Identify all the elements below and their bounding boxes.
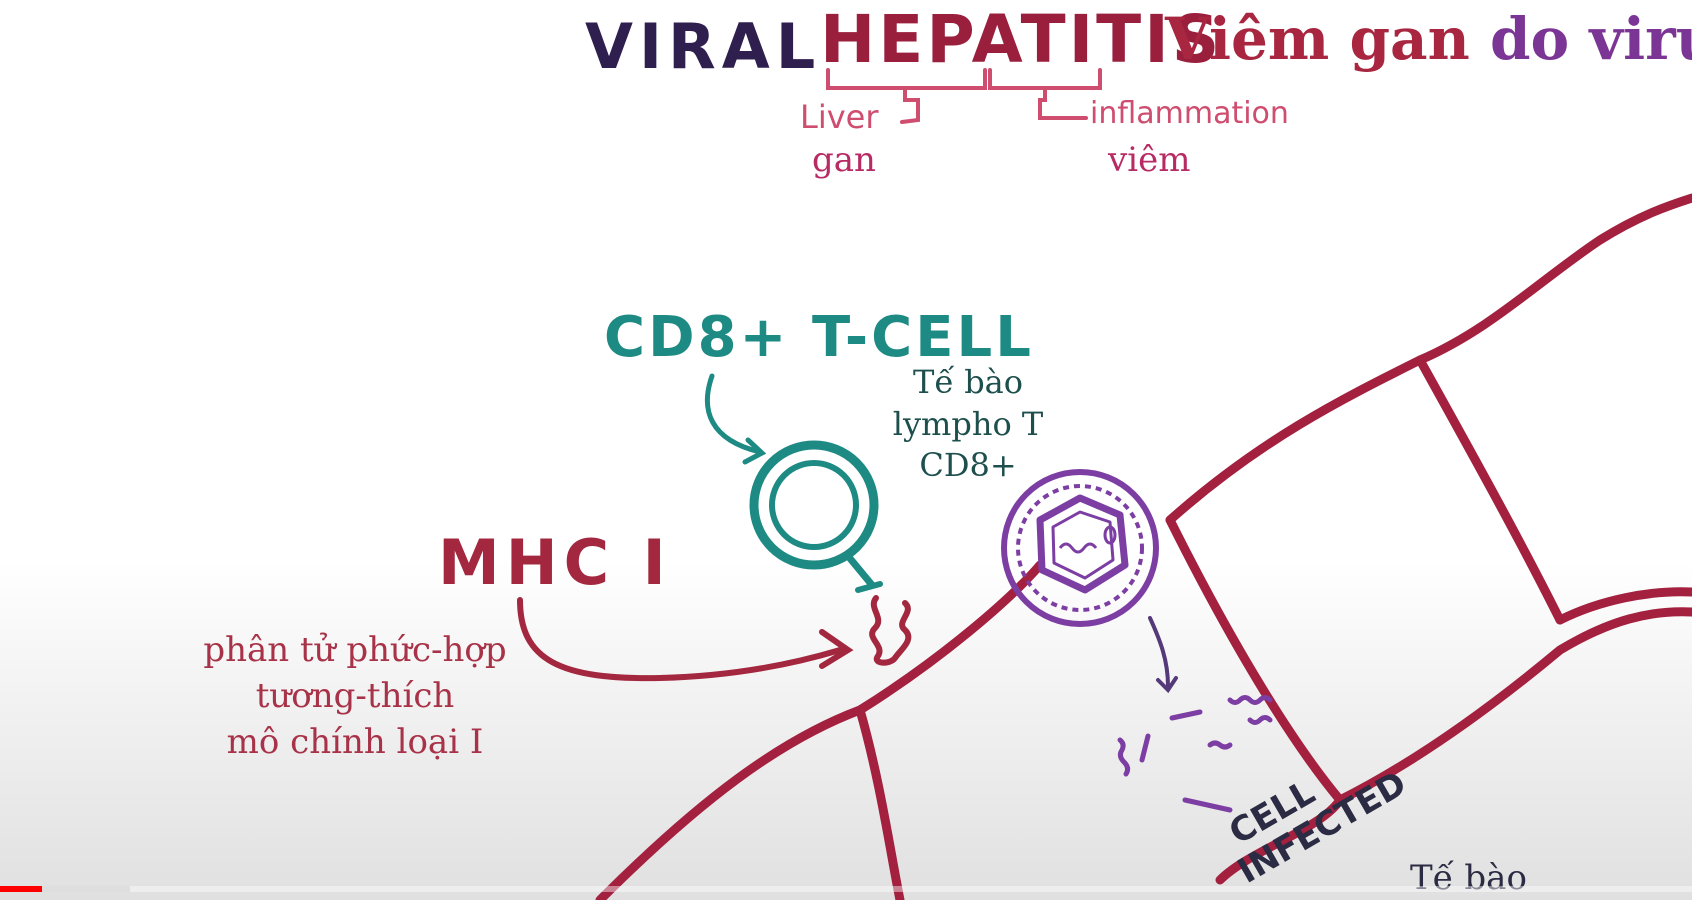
cell-wall-inner	[1335, 607, 1692, 805]
progress-played	[0, 886, 43, 892]
tcell-icon	[749, 440, 883, 593]
cell-membrane-upper	[1165, 193, 1692, 525]
title-vn-part1: Viêm gan	[1165, 5, 1470, 73]
mhc-vn-line2: tương-thích	[255, 675, 455, 716]
virus-entry-arrowhead	[1156, 676, 1178, 694]
tcell-vn-line1: Tế bào	[912, 363, 1024, 401]
video-progress-bar[interactable]	[0, 886, 1692, 892]
cell-infected-label: CELL INFECTED	[1223, 763, 1414, 891]
mhc-arrowhead	[819, 629, 854, 669]
tcell-label: CD8+ T-CELL	[604, 305, 1034, 370]
mhc-vn-line1: phân tử phức-hợp	[203, 630, 507, 670]
cell-wall-right	[1415, 355, 1565, 625]
cell-walls	[595, 193, 1692, 900]
title-hepatitis: HEPATITIS	[820, 1, 1222, 78]
virus-entry-arrow	[1148, 616, 1170, 688]
viem-subtitle: viêm	[1108, 140, 1191, 180]
mhc-molecule-icon	[869, 595, 912, 666]
liver-annotation: Liver	[800, 98, 879, 136]
mhc-vn-line3: mô chính loại I	[226, 721, 484, 762]
title-vietnamese: Viêm gan do virus	[1165, 6, 1692, 73]
cell-wall-far-right	[1555, 587, 1692, 625]
inflammation-annotation: inflammation	[1090, 96, 1289, 131]
mhc-vietnamese-caption: phân tử phức-hợp tương-thích mô chính lo…	[160, 628, 550, 766]
tcell-vn-line2: lympho T	[892, 404, 1044, 443]
viral-fragments	[1117, 695, 1273, 813]
cell-vietnamese-caption: Tế bào	[1410, 858, 1527, 898]
tcell-vietnamese-caption: Tế bào lympho T CD8+	[855, 362, 1081, 487]
title-vn-part2: do virus	[1489, 5, 1692, 73]
mhc-label: MHC I	[438, 526, 672, 599]
tcell-arrow	[704, 373, 763, 455]
cell-wall-left-lower	[855, 705, 905, 900]
virus-icon	[1001, 469, 1159, 627]
mhc-arrow	[517, 597, 843, 682]
tcell-arrowhead	[742, 437, 767, 465]
tcell-vn-line3: CD8+	[919, 446, 1017, 485]
progress-buffered	[0, 886, 131, 892]
title-viral: VIRAL	[585, 10, 821, 83]
cell-wall-middle	[1165, 515, 1345, 805]
cell-wall-bottom	[1215, 795, 1345, 885]
gan-subtitle: gan	[812, 140, 876, 180]
cell-membrane-lower	[595, 560, 1045, 900]
inflammation-connector	[1038, 86, 1088, 120]
liver-connector	[900, 86, 920, 124]
